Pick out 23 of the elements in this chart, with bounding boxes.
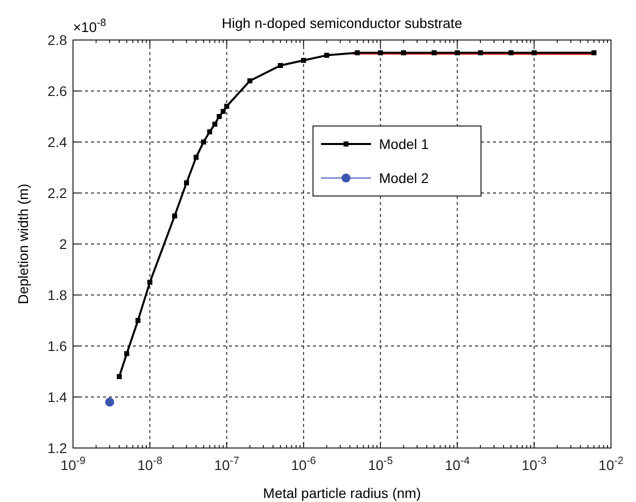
text: ×10$^{-8}$ [73, 17, 106, 35]
x-axis-title: Metal particle radius (nm) [263, 485, 421, 501]
y-axis-title: Depletion width (m) [15, 184, 31, 304]
legend-label: Model 2 [379, 170, 430, 186]
legend-label: Model 1 [379, 136, 430, 152]
y-tick-label: 2.2 [48, 185, 68, 201]
x-tick-label: 10$^{-8}$ [137, 455, 162, 473]
y-tick-label: 2.6 [48, 83, 68, 99]
y-tick-label: 1.2 [48, 440, 68, 456]
x-tick-label: 10$^{-7}$ [214, 455, 240, 473]
x-tick-label: 10$^{-3}$ [522, 455, 547, 473]
y-tick-label: 1.6 [48, 338, 68, 354]
x-tick-label: 10$^{-9}$ [60, 455, 86, 473]
y-tick-label: 1.4 [48, 389, 68, 405]
y-tick-label: 1.8 [48, 287, 68, 303]
x-tick-label: 10$^{-5}$ [368, 455, 394, 473]
y-tick-label: 2.8 [48, 32, 68, 48]
x-tick-label: 10$^{-4}$ [444, 455, 470, 473]
chart-title: High n-doped semiconductor substrate [222, 15, 462, 31]
y-tick-label: 2.4 [48, 134, 68, 150]
y-tick-label: 2 [59, 236, 68, 252]
x-tick-label: 10$^{-2}$ [598, 455, 624, 473]
x-tick-label: 10$^{-6}$ [291, 455, 316, 473]
